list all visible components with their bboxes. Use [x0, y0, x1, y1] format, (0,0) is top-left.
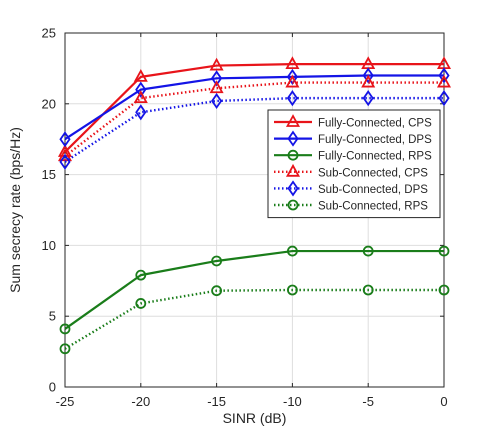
legend-label: Fully-Connected, RPS	[318, 151, 432, 163]
data-point-marker	[133, 69, 148, 82]
legend-entry: Sub-Connected, RPS	[274, 199, 428, 213]
legend-marker	[287, 199, 299, 211]
data-point-marker	[135, 104, 147, 121]
series-1	[59, 67, 450, 148]
y-tick-label: 0	[49, 380, 56, 395]
x-axis-label: SINR (dB)	[223, 410, 287, 426]
plot-area-frame	[64, 32, 445, 388]
series-line	[64, 96, 444, 163]
x-tick-label: -5	[362, 394, 374, 409]
legend-marker	[285, 114, 301, 127]
x-tick-label: 0	[440, 394, 447, 409]
legend-marker	[287, 180, 299, 197]
data-point-marker	[438, 67, 450, 84]
data-point-marker	[59, 153, 71, 170]
data-point-marker	[211, 70, 223, 87]
x-tick-label: -10	[283, 394, 302, 409]
data-point-marker	[211, 285, 223, 297]
y-tick-label: 15	[42, 167, 56, 182]
legend-marker	[287, 130, 299, 147]
legend-label: Fully-Connected, CPS	[318, 118, 432, 130]
data-point-marker	[59, 131, 71, 148]
legend: Fully-Connected, CPS Fully-Connected, DPS…	[267, 109, 441, 219]
y-tick-label: 10	[42, 238, 56, 253]
data-point-marker	[286, 284, 298, 296]
series-group	[57, 56, 452, 355]
data-point-marker	[438, 245, 450, 257]
y-tick-label: 25	[42, 26, 56, 41]
data-point-marker	[133, 90, 148, 104]
data-point-marker	[362, 67, 374, 84]
data-point-marker	[438, 90, 450, 107]
data-point-marker	[209, 80, 224, 94]
data-point-marker	[362, 90, 374, 107]
series-2	[59, 245, 450, 335]
data-point-marker	[135, 298, 147, 309]
x-tick-label: -15	[207, 394, 226, 409]
data-point-marker	[285, 56, 300, 70]
series-line	[64, 63, 444, 153]
x-tick-label: -20	[131, 394, 150, 409]
legend-label: Sub-Connected, DPS	[318, 184, 428, 196]
series-3	[57, 74, 452, 162]
series-line	[64, 249, 444, 330]
data-point-marker	[135, 269, 147, 281]
data-point-marker	[285, 74, 300, 88]
data-point-marker	[286, 245, 298, 257]
data-point-marker	[135, 81, 147, 98]
data-point-marker	[362, 284, 374, 296]
series-line	[64, 74, 444, 141]
legend-entry: Fully-Connected, DPS	[274, 130, 432, 147]
legend-entry: Fully-Connected, CPS	[274, 114, 432, 130]
series-5	[59, 284, 450, 355]
legend-entry: Sub-Connected, CPS	[274, 163, 428, 179]
data-point-marker	[362, 245, 374, 257]
data-point-marker	[209, 57, 224, 71]
x-tick-label: -25	[56, 394, 75, 409]
data-point-marker	[286, 68, 298, 85]
legend-marker	[285, 163, 301, 177]
series-line	[64, 288, 444, 350]
legend-label: Fully-Connected, DPS	[318, 134, 432, 146]
legend-entry: Sub-Connected, DPS	[274, 180, 428, 197]
data-point-marker	[211, 255, 223, 267]
legend-entry: Fully-Connected, RPS	[274, 149, 432, 163]
data-point-marker	[59, 323, 71, 335]
data-point-marker	[57, 148, 73, 162]
data-point-marker	[438, 284, 450, 296]
data-point-marker	[59, 343, 71, 355]
legend-label: Sub-Connected, CPS	[318, 167, 428, 179]
axis-ticks: -25 -20 -15 -10 -5 0 0 5 10 15 20 25	[42, 26, 448, 410]
legend-label: Sub-Connected, RPS	[318, 201, 428, 213]
series-4	[59, 90, 450, 170]
series-line	[64, 81, 444, 158]
legend-marker	[287, 149, 299, 161]
legend-box	[267, 109, 441, 219]
data-point-marker	[361, 74, 376, 88]
data-point-marker	[211, 92, 223, 110]
y-tick-label: 5	[49, 309, 56, 324]
data-point-marker	[436, 74, 452, 88]
y-axis-label: Sum secrecy rate (bps/Hz)	[7, 127, 23, 293]
data-point-marker	[286, 90, 298, 107]
y-tick-label: 20	[42, 96, 56, 111]
